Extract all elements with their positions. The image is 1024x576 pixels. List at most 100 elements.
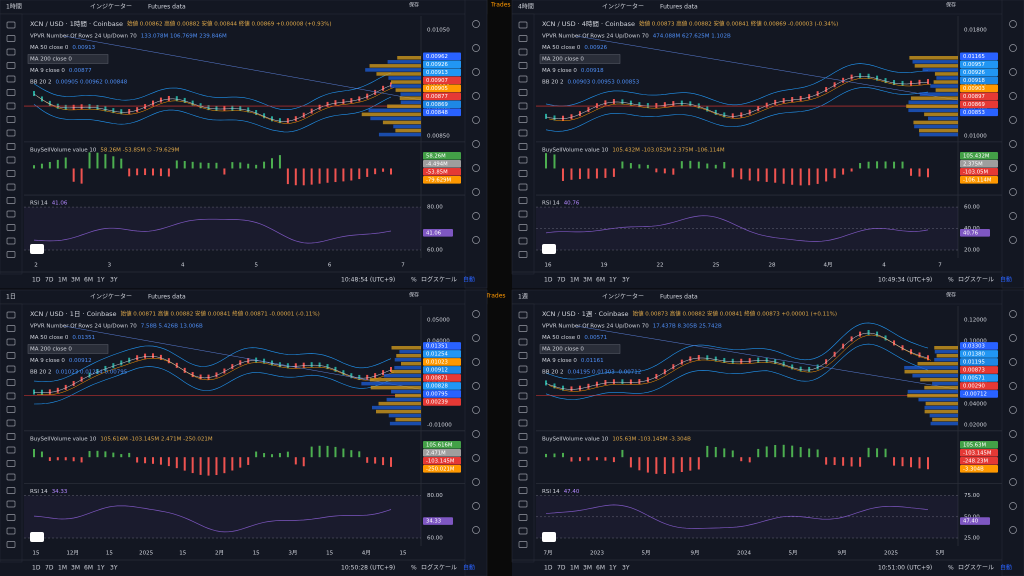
tool-icon[interactable] bbox=[518, 251, 528, 258]
tool-icon[interactable] bbox=[6, 102, 16, 110]
tool-icon[interactable] bbox=[518, 156, 528, 164]
side-icon[interactable] bbox=[472, 92, 480, 100]
tool-icon[interactable] bbox=[6, 143, 16, 150]
log-scale-button[interactable]: ログスケール bbox=[958, 564, 994, 572]
tool-icon[interactable] bbox=[518, 143, 528, 150]
indicators-button[interactable]: インジケーター bbox=[90, 293, 132, 301]
side-icon[interactable] bbox=[1009, 382, 1017, 390]
tool-icon[interactable] bbox=[518, 473, 528, 481]
tool-icon[interactable] bbox=[518, 197, 528, 204]
range-button[interactable]: 3Y bbox=[110, 277, 118, 284]
side-icon[interactable] bbox=[1009, 140, 1017, 148]
indicator-label[interactable]: MA 9 close 0 bbox=[542, 358, 577, 364]
side-icon[interactable] bbox=[472, 406, 480, 414]
side-icon[interactable] bbox=[1009, 454, 1017, 462]
percent-button[interactable]: % bbox=[411, 565, 417, 572]
indicator-label[interactable]: MA 200 close 0 bbox=[542, 347, 584, 353]
tool-icon[interactable] bbox=[518, 183, 528, 191]
indicator-label[interactable]: MA 9 close 0 bbox=[30, 68, 65, 74]
side-icon[interactable] bbox=[472, 44, 480, 52]
tool-icon[interactable] bbox=[6, 460, 16, 467]
tool-icon[interactable] bbox=[6, 62, 16, 69]
indicator-label[interactable]: BB 20 2 bbox=[30, 80, 52, 86]
indicator-label[interactable]: MA 9 close 0 bbox=[542, 68, 577, 74]
range-button[interactable]: 1D bbox=[544, 565, 553, 572]
futures-button[interactable]: Futures data bbox=[148, 4, 186, 11]
range-button[interactable]: 1M bbox=[570, 565, 579, 572]
indicator-label[interactable]: BB 20 2 bbox=[542, 370, 564, 376]
save-button[interactable]: 保存 bbox=[409, 2, 419, 9]
range-button[interactable]: 1D bbox=[544, 277, 553, 284]
side-icon[interactable] bbox=[1009, 478, 1017, 486]
side-icon[interactable] bbox=[1009, 92, 1017, 100]
side-icon[interactable] bbox=[1009, 358, 1017, 366]
indicator-label[interactable]: BB 20 2 bbox=[542, 80, 564, 86]
range-button[interactable]: 1D bbox=[32, 277, 41, 284]
side-icon[interactable] bbox=[1009, 526, 1017, 534]
tool-icon[interactable] bbox=[518, 460, 528, 467]
tool-icon[interactable] bbox=[518, 500, 528, 508]
tool-icon[interactable] bbox=[6, 419, 16, 427]
tool-icon[interactable] bbox=[6, 48, 16, 56]
side-icon[interactable] bbox=[1009, 188, 1017, 196]
tool-icon[interactable] bbox=[518, 224, 528, 231]
range-button[interactable]: 3M bbox=[71, 277, 80, 284]
tool-icon[interactable] bbox=[6, 406, 16, 413]
indicator-label[interactable]: MA 200 close 0 bbox=[542, 57, 584, 63]
range-button[interactable]: 7D bbox=[45, 277, 54, 284]
indicator-label[interactable]: VPVR Number Of Rows 24 Up/Down 70 bbox=[542, 324, 649, 330]
side-icon[interactable] bbox=[472, 236, 480, 244]
indicator-label[interactable]: MA 9 close 0 bbox=[30, 358, 65, 364]
tool-icon[interactable] bbox=[518, 170, 528, 177]
tool-icon[interactable] bbox=[518, 116, 528, 123]
range-button[interactable]: 1M bbox=[58, 565, 67, 572]
tool-icon[interactable] bbox=[6, 89, 16, 96]
tool-icon[interactable] bbox=[6, 129, 16, 137]
range-button[interactable]: 6M bbox=[84, 277, 93, 284]
side-icon[interactable] bbox=[472, 382, 480, 390]
range-button[interactable]: 3Y bbox=[622, 277, 630, 284]
range-button[interactable]: 7D bbox=[557, 565, 566, 572]
tool-icon[interactable] bbox=[518, 311, 528, 319]
tool-icon[interactable] bbox=[6, 210, 16, 218]
tool-icon[interactable] bbox=[518, 75, 528, 83]
range-button[interactable]: 1D bbox=[32, 565, 41, 572]
tool-icon[interactable] bbox=[518, 48, 528, 56]
tool-icon[interactable] bbox=[6, 197, 16, 204]
tool-icon[interactable] bbox=[6, 433, 16, 440]
side-icon[interactable] bbox=[472, 430, 480, 438]
tool-icon[interactable] bbox=[518, 514, 528, 521]
save-button[interactable]: 保存 bbox=[946, 2, 956, 9]
tool-icon[interactable] bbox=[6, 365, 16, 373]
indicator-label[interactable]: MA 50 close 0 bbox=[30, 45, 69, 51]
tool-icon[interactable] bbox=[6, 75, 16, 83]
side-icon[interactable] bbox=[1009, 212, 1017, 220]
indicator-label[interactable]: VPVR Number Of Rows 24 Up/Down 70 bbox=[30, 34, 137, 40]
side-icon[interactable] bbox=[472, 502, 480, 510]
side-icon[interactable] bbox=[472, 68, 480, 76]
tool-icon[interactable] bbox=[518, 392, 528, 400]
tool-icon[interactable] bbox=[518, 129, 528, 137]
tool-icon[interactable] bbox=[6, 170, 16, 177]
tool-icon[interactable] bbox=[518, 338, 528, 346]
timeframe-button[interactable]: 1日 bbox=[6, 294, 16, 301]
tool-icon[interactable] bbox=[6, 541, 16, 548]
side-icon[interactable] bbox=[1009, 116, 1017, 124]
indicator-label[interactable]: MA 50 close 0 bbox=[30, 335, 69, 341]
side-icon[interactable] bbox=[1009, 68, 1017, 76]
range-button[interactable]: 6M bbox=[596, 277, 605, 284]
tool-icon[interactable] bbox=[6, 338, 16, 346]
range-button[interactable]: 1Y bbox=[609, 277, 617, 284]
tool-icon[interactable] bbox=[518, 406, 528, 413]
side-icon[interactable] bbox=[472, 526, 480, 534]
side-icon[interactable] bbox=[472, 310, 480, 318]
indicator-label[interactable]: VPVR Number Of Rows 24 Up/Down 70 bbox=[30, 324, 137, 330]
timeframe-button[interactable]: 4時間 bbox=[518, 3, 534, 11]
tool-icon[interactable] bbox=[6, 224, 16, 231]
tool-icon[interactable] bbox=[6, 514, 16, 521]
range-button[interactable]: 3M bbox=[71, 565, 80, 572]
indicators-button[interactable]: インジケーター bbox=[90, 3, 132, 11]
timeframe-button[interactable]: 1週 bbox=[518, 293, 528, 301]
tool-icon[interactable] bbox=[518, 210, 528, 218]
tool-icon[interactable] bbox=[518, 62, 528, 69]
